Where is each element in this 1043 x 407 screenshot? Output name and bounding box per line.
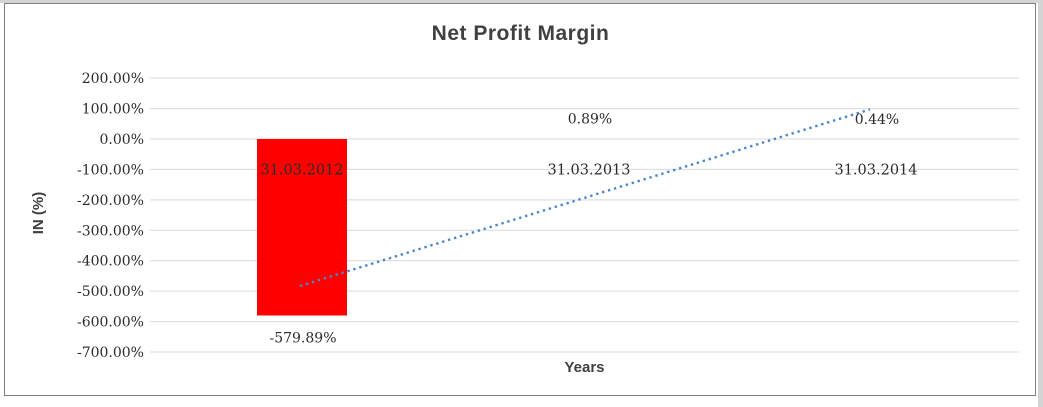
window-edge-right bbox=[1038, 0, 1043, 407]
y-tick-label: -500.00% bbox=[77, 284, 144, 300]
category-label: 31.03.2012 bbox=[260, 163, 343, 179]
y-tick-label: 200.00% bbox=[82, 71, 144, 87]
data-label: 0.89% bbox=[568, 112, 612, 128]
y-tick-label: -200.00% bbox=[77, 193, 144, 209]
y-tick-label: 0.00% bbox=[100, 132, 144, 148]
chart-title: Net Profit Margin bbox=[431, 22, 610, 45]
x-axis-title: Years bbox=[564, 359, 605, 376]
data-label: -579.89% bbox=[269, 330, 336, 346]
y-tick-label: -400.00% bbox=[77, 254, 144, 270]
y-tick-label: -300.00% bbox=[77, 223, 144, 239]
y-tick-label: -600.00% bbox=[77, 315, 144, 331]
category-label: 31.03.2014 bbox=[834, 163, 917, 179]
y-tick-label: -100.00% bbox=[77, 162, 144, 178]
data-label: 0.44% bbox=[855, 112, 899, 128]
category-label: 31.03.2013 bbox=[547, 163, 630, 179]
y-tick-label: 100.00% bbox=[82, 102, 144, 118]
y-tick-label: -700.00% bbox=[77, 345, 144, 361]
y-axis-title: IN (%) bbox=[30, 191, 47, 235]
trendline bbox=[299, 108, 871, 288]
window-edge-top bbox=[0, 0, 1043, 3]
